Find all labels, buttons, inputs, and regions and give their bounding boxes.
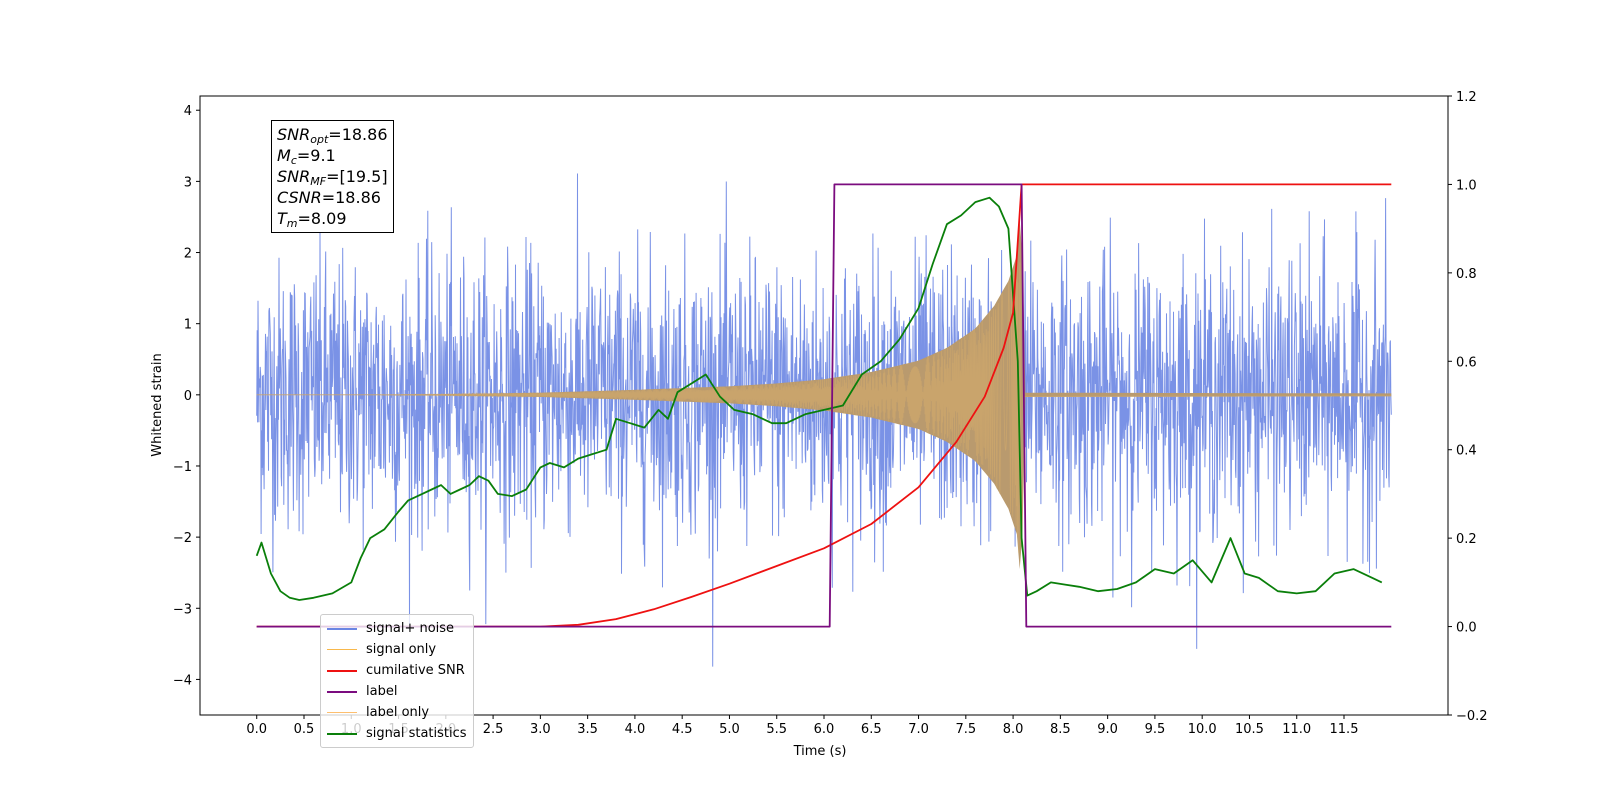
y2-tick-label: 0.6 bbox=[1456, 355, 1477, 370]
y2-tick-label: −0.2 bbox=[1456, 709, 1488, 724]
legend-label: signal+ noise bbox=[366, 621, 455, 636]
legend-swatch bbox=[327, 649, 357, 650]
x-tick-label: 4.0 bbox=[625, 722, 646, 737]
x-tick-label: 10.0 bbox=[1188, 722, 1217, 737]
legend-swatch bbox=[327, 712, 357, 713]
series-signal-only bbox=[256, 260, 1392, 554]
series-cumulative-snr bbox=[256, 183, 1392, 628]
legend: signal+ noise signal only cumilative SNR la… bbox=[320, 614, 474, 748]
legend-item: signal only bbox=[321, 639, 473, 660]
x-tick-label: 2.5 bbox=[483, 722, 504, 737]
chirp-mass-annotation: Mc=9.1 bbox=[277, 146, 336, 167]
legend-label: label bbox=[366, 684, 398, 699]
legend-label: signal only bbox=[366, 642, 437, 657]
plot-area bbox=[255, 173, 1392, 667]
y-tick-label: 0 bbox=[184, 389, 192, 404]
merger-time-annotation: Tm=8.09 bbox=[277, 209, 347, 230]
x-tick-label: 4.5 bbox=[672, 722, 693, 737]
legend-swatch bbox=[327, 691, 357, 693]
x-tick-label: 0.0 bbox=[246, 722, 267, 737]
y-tick-label: 2 bbox=[184, 247, 192, 262]
y-tick-label: −1 bbox=[173, 460, 192, 475]
legend-swatch bbox=[327, 670, 357, 672]
x-tick-label: 9.5 bbox=[1145, 722, 1166, 737]
legend-label: label only bbox=[366, 705, 430, 720]
y2-tick-label: 1.2 bbox=[1456, 90, 1477, 105]
y2-tick-label: 0.4 bbox=[1456, 444, 1477, 459]
y2-tick-label: 1.0 bbox=[1456, 178, 1477, 193]
series-signal-statistics bbox=[255, 196, 1383, 601]
x-tick-label: 8.5 bbox=[1050, 722, 1071, 737]
x-tick-label: 5.0 bbox=[719, 722, 740, 737]
legend-item: label only bbox=[321, 702, 473, 723]
csnr-annotation: CSNR=18.86 bbox=[277, 188, 381, 207]
x-tick-label: 6.5 bbox=[861, 722, 882, 737]
x-tick-label: 3.5 bbox=[577, 722, 598, 737]
series-label bbox=[256, 183, 1392, 628]
y2-tick-label: 0.0 bbox=[1456, 621, 1477, 636]
y-axis-ticks: −4 −3 −2 −1 0 1 2 3 4 bbox=[173, 104, 200, 688]
x-axis-label: Time (s) bbox=[793, 744, 847, 759]
legend-item: signal statistics bbox=[321, 723, 473, 744]
x-tick-label: 10.5 bbox=[1235, 722, 1264, 737]
y-axis-label: Whitened strain bbox=[150, 353, 165, 456]
snr-mf-annotation: SNRMF=[19.5] bbox=[277, 167, 388, 188]
legend-item: label bbox=[321, 681, 473, 702]
x-tick-label: 5.5 bbox=[766, 722, 787, 737]
y2-axis-ticks: −0.2 0.0 0.2 0.4 0.6 0.8 1.0 1.2 bbox=[1448, 90, 1488, 724]
legend-label: signal statistics bbox=[366, 726, 467, 741]
legend-swatch bbox=[327, 733, 357, 735]
legend-item: cumilative SNR bbox=[321, 660, 473, 681]
y-tick-label: −2 bbox=[173, 531, 192, 546]
y-tick-label: −3 bbox=[173, 602, 192, 617]
legend-label: cumilative SNR bbox=[366, 663, 465, 678]
x-tick-label: 11.5 bbox=[1330, 722, 1359, 737]
x-tick-label: 11.0 bbox=[1282, 722, 1311, 737]
x-tick-label: 6.0 bbox=[814, 722, 835, 737]
x-tick-label: 7.0 bbox=[908, 722, 929, 737]
y-tick-label: 3 bbox=[184, 175, 192, 190]
x-tick-label: 0.5 bbox=[294, 722, 315, 737]
series-signal-noise bbox=[256, 173, 1392, 667]
x-tick-label: 7.5 bbox=[955, 722, 976, 737]
y-tick-label: 4 bbox=[184, 104, 192, 119]
x-tick-label: 8.0 bbox=[1003, 722, 1024, 737]
y2-tick-label: 0.2 bbox=[1456, 532, 1477, 547]
x-tick-label: 3.0 bbox=[530, 722, 551, 737]
snr-opt-annotation: SNRopt=18.86 bbox=[277, 125, 388, 146]
x-tick-label: 9.0 bbox=[1097, 722, 1118, 737]
y2-tick-label: 0.8 bbox=[1456, 267, 1477, 282]
y-tick-label: 1 bbox=[184, 318, 192, 333]
statistics-annotation-box: SNRopt=18.86 Mc=9.1 SNRMF=[19.5] CSNR=18… bbox=[271, 120, 394, 233]
legend-swatch bbox=[327, 628, 357, 630]
legend-item: signal+ noise bbox=[321, 618, 473, 639]
y-tick-label: −4 bbox=[173, 673, 192, 688]
